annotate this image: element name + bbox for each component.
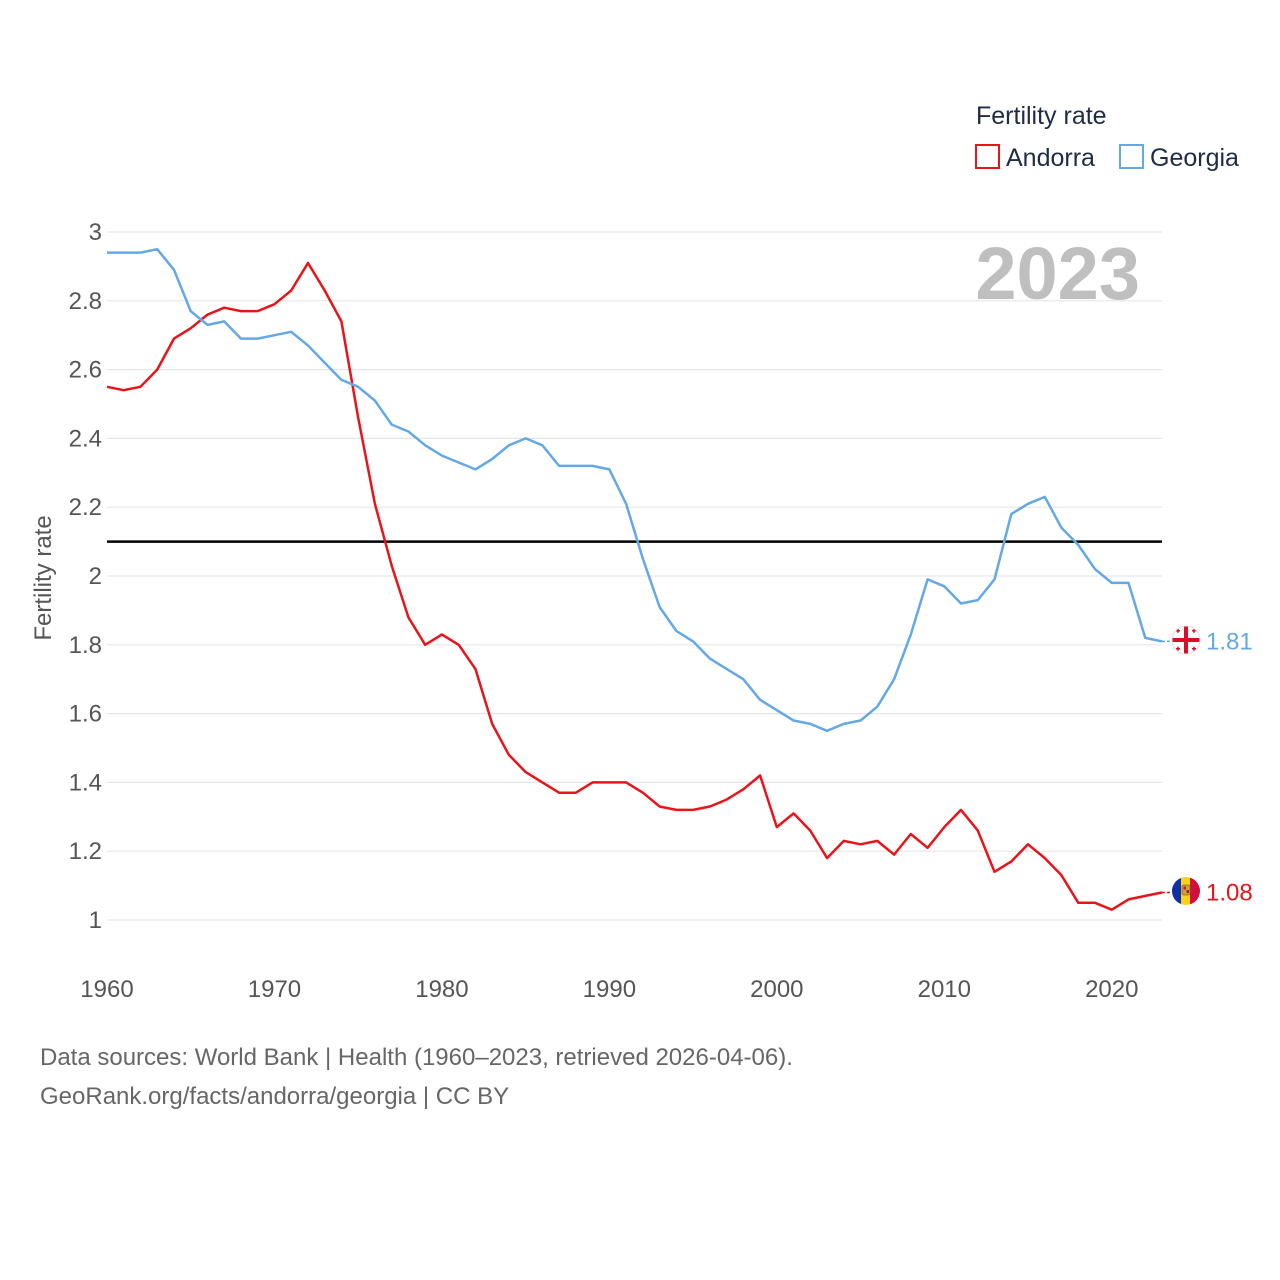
y-tick-label: 1 bbox=[89, 907, 102, 934]
y-tick-label: 1.6 bbox=[69, 701, 102, 728]
year-watermark: 2023 bbox=[975, 232, 1140, 315]
y-tick-label: 2.6 bbox=[69, 357, 102, 384]
legend-item-georgia[interactable]: Georgia bbox=[1119, 144, 1239, 172]
y-tick-label: 2.8 bbox=[69, 288, 102, 315]
legend-swatch-andorra bbox=[975, 144, 1000, 169]
andorra-flag-icon bbox=[1172, 877, 1200, 905]
x-tick-label: 1990 bbox=[583, 976, 636, 1003]
legend-title: Fertility rate bbox=[976, 102, 1107, 130]
x-tick-label: 1980 bbox=[415, 976, 468, 1003]
y-tick-label: 3 bbox=[89, 219, 102, 246]
georgia-flag-icon bbox=[1171, 625, 1201, 655]
georgia-end-value: 1.81 bbox=[1206, 628, 1253, 655]
series-line-georgia[interactable] bbox=[107, 247, 1163, 733]
x-tick-label: 2020 bbox=[1085, 976, 1138, 1003]
attribution-link[interactable]: GeoRank.org/facts/andorra/georgia | CC B… bbox=[40, 1083, 510, 1110]
y-tick-label: 2.2 bbox=[69, 494, 102, 521]
y-tick-label: 2.4 bbox=[69, 425, 102, 452]
legend-label-georgia: Georgia bbox=[1150, 144, 1239, 172]
legend-item-andorra[interactable]: Andorra bbox=[975, 144, 1095, 172]
series-line-andorra[interactable] bbox=[106, 261, 1163, 911]
y-axis: 1 1.2 1.4 1.6 1.8 2 2.2 2.4 2.6 2.8 3 bbox=[69, 219, 102, 934]
y-tick-label: 2 bbox=[89, 563, 102, 590]
data-source-note: Data sources: World Bank | Health (1960–… bbox=[40, 1044, 793, 1071]
legend: Fertility rate Andorra Georgia bbox=[975, 102, 1239, 172]
andorra-end-value: 1.08 bbox=[1206, 879, 1253, 906]
x-tick-label: 1970 bbox=[248, 976, 301, 1003]
x-tick-label: 1960 bbox=[80, 976, 133, 1003]
x-tick-label: 2000 bbox=[750, 976, 803, 1003]
legend-swatch-georgia bbox=[1119, 144, 1144, 169]
y-tick-label: 1.8 bbox=[69, 632, 102, 659]
legend-label-andorra: Andorra bbox=[1006, 144, 1095, 172]
grid-lines bbox=[107, 231, 1162, 921]
y-axis-title: Fertility rate bbox=[30, 515, 57, 640]
series-lines bbox=[106, 247, 1172, 911]
x-tick-label: 2010 bbox=[918, 976, 971, 1003]
y-tick-label: 1.4 bbox=[69, 769, 102, 796]
x-axis: 1960 1970 1980 1990 2000 2010 2020 bbox=[80, 976, 1138, 1003]
y-tick-label: 1.2 bbox=[69, 838, 102, 865]
